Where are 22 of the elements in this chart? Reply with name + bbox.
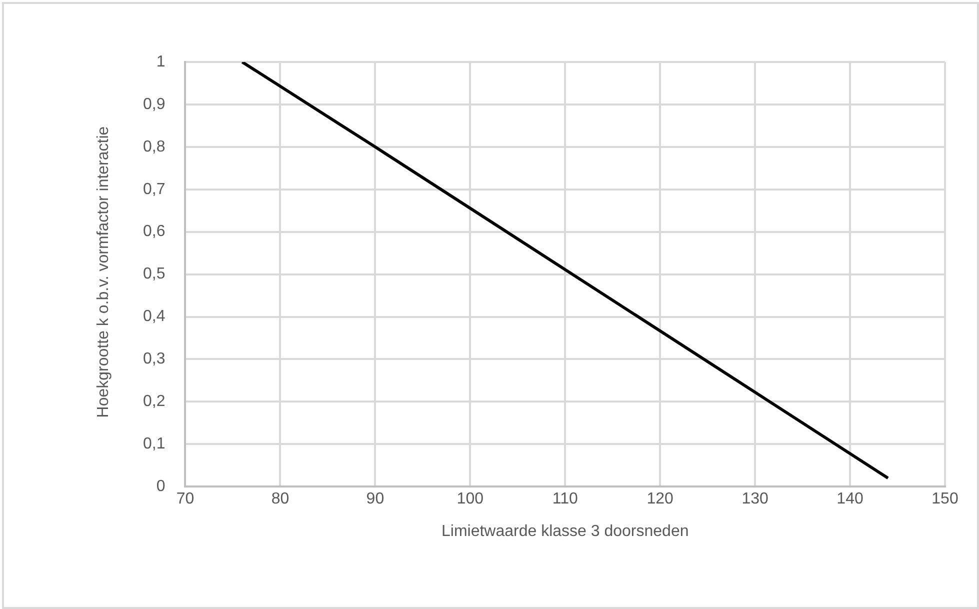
x-tick-label: 150 [932, 490, 958, 508]
x-tick-label: 90 [366, 490, 384, 508]
y-tick-label: 0,7 [142, 180, 166, 198]
y-tick-label: 0,6 [142, 223, 166, 240]
x-tick-label: 70 [176, 490, 194, 508]
y-tick-label: 1 [156, 53, 166, 70]
x-tick-label: 130 [742, 490, 769, 508]
y-tick-label: 0 [156, 478, 166, 496]
x-tick-label: 100 [456, 490, 484, 508]
y-tick-label: 0,3 [142, 350, 166, 368]
y-tick-label: 0,9 [142, 96, 166, 113]
x-tick-label: 110 [552, 490, 578, 508]
x-tick-label: 120 [646, 490, 674, 508]
y-tick-label: 0,8 [142, 138, 166, 156]
y-tick-label: 0,5 [142, 266, 166, 283]
x-tick-label: 80 [271, 490, 290, 508]
y-tick-label: 0,2 [142, 393, 166, 410]
y-axis-title: Hoekgrootte k o.b.v. vormfactor interactie [95, 126, 113, 418]
y-tick-label: 0,4 [142, 308, 166, 326]
y-tick-label: 0,1 [142, 436, 166, 453]
x-tick-label: 140 [836, 490, 864, 508]
x-axis-title: Limietwaarde klasse 3 doorsneden [441, 522, 689, 540]
